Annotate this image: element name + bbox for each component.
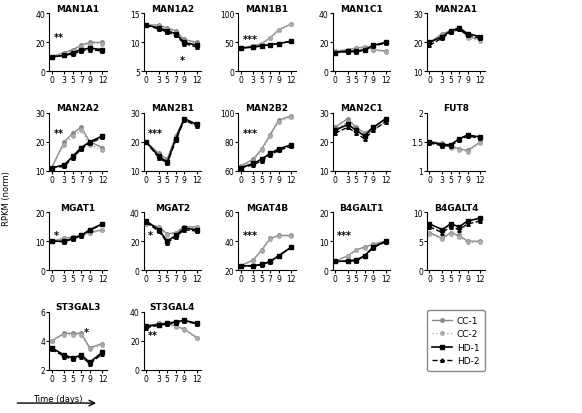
Title: MAN1B1: MAN1B1 [246, 5, 289, 14]
Title: MAN2C1: MAN2C1 [340, 104, 383, 113]
Title: MGAT1: MGAT1 [61, 203, 95, 212]
Title: MAN2A1: MAN2A1 [434, 5, 478, 14]
Legend: CC-1, CC-2, HD-1, HD-2: CC-1, CC-2, HD-1, HD-2 [427, 311, 485, 371]
Title: FUT8: FUT8 [443, 104, 469, 113]
Text: **: ** [54, 129, 63, 139]
Title: B4GALT4: B4GALT4 [434, 203, 478, 212]
Title: MAN1A2: MAN1A2 [151, 5, 194, 14]
Title: MGAT2: MGAT2 [155, 203, 190, 212]
Title: MAN2B2: MAN2B2 [246, 104, 289, 113]
Title: ST3GAL4: ST3GAL4 [150, 302, 196, 311]
Text: ***: *** [337, 231, 352, 241]
Title: B4GALT1: B4GALT1 [339, 203, 384, 212]
Text: **: ** [54, 33, 63, 43]
Text: ***: *** [148, 129, 163, 139]
Text: *: * [83, 327, 88, 337]
Text: ***: *** [243, 231, 258, 241]
Text: *: * [148, 231, 153, 241]
Text: ***: *** [243, 129, 258, 139]
Text: *: * [180, 56, 185, 66]
Text: *: * [54, 231, 59, 241]
Text: ***: *** [243, 36, 258, 45]
Title: MAN1A1: MAN1A1 [56, 5, 100, 14]
Title: MAN2B1: MAN2B1 [151, 104, 194, 113]
Text: RPKM (norm): RPKM (norm) [2, 171, 12, 225]
Text: Time (days): Time (days) [33, 394, 83, 403]
Title: MAN2A2: MAN2A2 [56, 104, 100, 113]
Title: MAN1C1: MAN1C1 [340, 5, 383, 14]
Title: ST3GAL3: ST3GAL3 [55, 302, 101, 311]
Text: **: ** [148, 330, 158, 340]
Title: MGAT4B: MGAT4B [246, 203, 288, 212]
